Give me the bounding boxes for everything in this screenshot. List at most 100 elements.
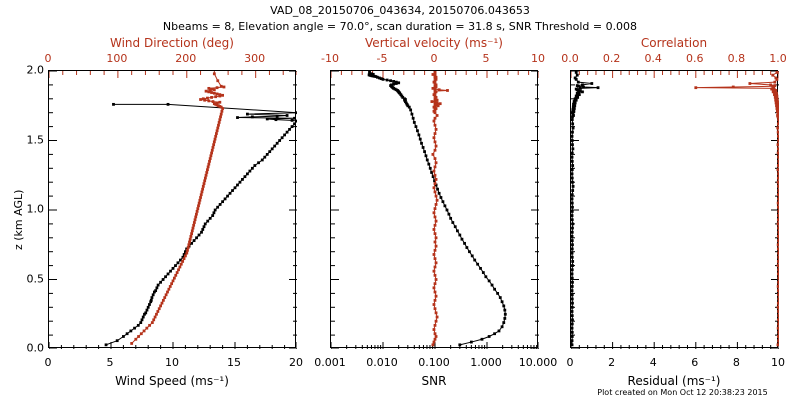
top-tick-label: 0.2 [602, 52, 621, 65]
data-point [776, 260, 779, 263]
data-point [497, 329, 501, 333]
data-point [190, 241, 193, 245]
data-point [371, 72, 375, 76]
data-point [236, 183, 239, 187]
top-tick-label: 10 [531, 52, 545, 65]
data-point [437, 191, 441, 195]
data-point [777, 339, 779, 343]
data-point [394, 80, 398, 84]
data-point [571, 293, 574, 297]
data-point [432, 136, 436, 140]
data-point [241, 178, 244, 181]
data-point [174, 273, 178, 277]
data-point [432, 328, 436, 331]
data-point [435, 101, 439, 105]
data-point [188, 240, 191, 244]
data-point [431, 86, 435, 90]
top-tick-label: 0 [430, 52, 438, 65]
data-point [571, 222, 575, 226]
data-point [275, 141, 279, 145]
data-point [174, 264, 177, 267]
data-point [151, 293, 155, 297]
data-point [389, 83, 393, 87]
data-point [112, 102, 115, 106]
data-point [122, 335, 125, 338]
data-point [571, 230, 574, 234]
bottom-tick-label: 20 [289, 356, 303, 369]
bottom-tick-label: 0.010 [366, 356, 398, 369]
data-point [777, 118, 779, 122]
data-point [776, 205, 779, 209]
panel-wind [48, 70, 297, 349]
top-tick-label: 0.6 [686, 52, 704, 65]
data-point [434, 203, 438, 206]
data-point [412, 121, 416, 124]
data-point [433, 190, 437, 194]
data-point [776, 235, 779, 238]
data-point [201, 184, 205, 188]
data-point [694, 86, 698, 90]
data-point [433, 116, 437, 120]
data-point [140, 318, 144, 322]
data-point [433, 182, 437, 185]
data-point [175, 271, 179, 274]
data-point [776, 201, 779, 205]
data-point [416, 129, 419, 133]
data-point [434, 144, 438, 148]
data-point [201, 97, 205, 101]
data-point [263, 155, 267, 159]
data-point [149, 298, 153, 302]
data-point [206, 219, 210, 223]
data-point [246, 172, 249, 176]
top-tick-label: 1.0 [769, 52, 787, 65]
data-point [214, 95, 218, 99]
data-point [776, 134, 779, 138]
data-point [777, 226, 779, 230]
data-point [191, 226, 195, 230]
data-point [571, 335, 574, 338]
data-point [141, 315, 145, 319]
data-point [776, 193, 779, 197]
data-point [571, 326, 574, 330]
data-point [503, 317, 507, 320]
data-point [137, 335, 140, 338]
data-point [290, 125, 294, 128]
data-point [596, 86, 600, 90]
data-point [434, 127, 438, 131]
data-point [115, 339, 119, 343]
data-point [432, 269, 436, 273]
data-point [177, 268, 180, 272]
data-point [479, 266, 482, 270]
data-point [433, 123, 437, 127]
top-tick-label: 0.4 [644, 52, 662, 65]
data-point [146, 305, 150, 309]
data-point [571, 151, 574, 155]
data-point [433, 165, 437, 169]
data-point [200, 230, 203, 234]
data-point [773, 84, 777, 87]
data-point [433, 298, 437, 302]
data-point [196, 207, 200, 211]
data-point [432, 186, 436, 190]
data-point [213, 208, 217, 212]
data-point [777, 159, 779, 163]
data-point [571, 118, 574, 122]
data-point [571, 330, 574, 334]
data-point [493, 332, 496, 336]
data-point [210, 96, 213, 99]
data-point [582, 85, 585, 89]
data-point [421, 146, 425, 149]
data-point [571, 301, 574, 305]
data-point [207, 162, 211, 166]
data-point [500, 325, 504, 329]
data-point [197, 201, 201, 205]
data-point [571, 247, 574, 251]
y-tick-label: 2.0 [26, 63, 45, 77]
data-point [571, 314, 574, 318]
data-point [432, 119, 436, 123]
top-tick-label: 300 [244, 52, 266, 65]
data-point [218, 203, 222, 206]
footer-timestamp: Plot created on Mon Oct 12 20:38:23 2015 [597, 388, 768, 397]
data-point [427, 162, 431, 166]
data-point [776, 168, 779, 172]
